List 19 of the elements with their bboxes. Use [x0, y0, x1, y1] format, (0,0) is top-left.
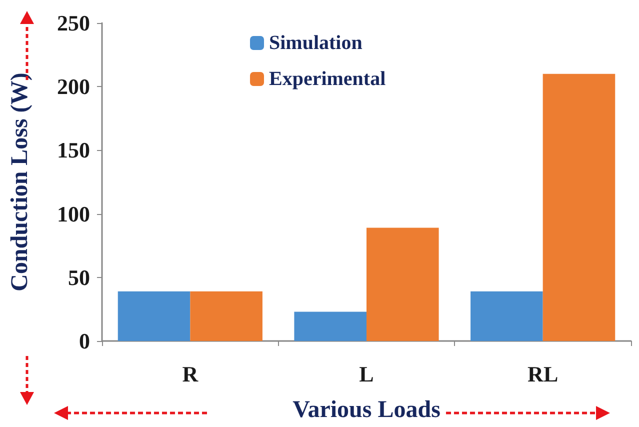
y-tick-label: 250: [57, 10, 90, 36]
x-tick-label: R: [182, 362, 200, 386]
y-tick-label: 100: [57, 201, 90, 226]
bar: [118, 291, 190, 341]
bar: [542, 74, 616, 341]
x-axis-title: Various Loads: [292, 397, 440, 423]
y-axis-title: Conduction Loss (W): [7, 72, 33, 292]
y-tick-label: 0: [79, 328, 90, 354]
x-tick-label: L: [359, 362, 374, 386]
y-tick-label: 50: [68, 264, 90, 290]
legend-label: Simulation: [269, 32, 362, 54]
y-tick-label: 150: [57, 138, 90, 163]
bar: [294, 312, 366, 341]
bar: [190, 291, 262, 341]
bar: [366, 228, 439, 341]
y-tick-label: 200: [57, 74, 90, 100]
legend-label: Experimental: [269, 68, 386, 90]
bar: [470, 291, 543, 341]
x-tick-label: RL: [528, 362, 558, 386]
